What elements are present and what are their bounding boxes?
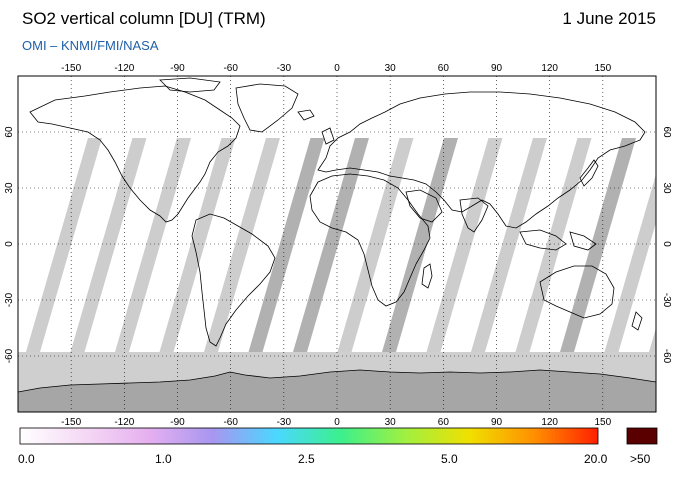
map-title: SO2 vertical column [DU] (TRM) bbox=[22, 9, 266, 28]
colorbar-label-0: 0.0 bbox=[18, 452, 35, 466]
orbit-gap-swath-0 bbox=[26, 138, 102, 352]
latitude-ticks-left: 60 30 0 -30 -60 bbox=[4, 126, 15, 363]
lat-tick-right-0: 60 bbox=[661, 126, 672, 138]
graticule-lines bbox=[18, 76, 656, 412]
lat-tick-left-1: 30 bbox=[4, 182, 15, 194]
colorbar-overflow-label: >50 bbox=[630, 452, 651, 466]
colorbar-label-2: 2.5 bbox=[298, 452, 315, 466]
orbit-gap-swath-14 bbox=[649, 327, 656, 352]
coastlines bbox=[29, 77, 646, 347]
lon-tick-top-3: -60 bbox=[223, 63, 238, 74]
orbit-gap-swath-4 bbox=[204, 138, 280, 352]
lon-tick-bottom-0: -150 bbox=[61, 417, 81, 428]
orbit-gap-swath-5 bbox=[248, 138, 325, 352]
orbit-gap-swath-9 bbox=[426, 138, 503, 352]
data-source-credit: OMI – KNMI/FMI/NASA bbox=[22, 38, 159, 53]
lon-tick-bottom-10: 150 bbox=[594, 417, 611, 428]
lon-tick-top-5: 0 bbox=[334, 63, 340, 74]
lon-tick-top-0: -150 bbox=[61, 63, 81, 74]
map-date: 1 June 2015 bbox=[562, 9, 656, 28]
colorbar-label-3: 5.0 bbox=[441, 452, 458, 466]
lat-tick-right-2: 0 bbox=[661, 241, 672, 247]
lon-tick-bottom-6: 30 bbox=[385, 417, 397, 428]
latitude-ticks-right: 60 30 0 -30 -60 bbox=[661, 126, 672, 363]
lat-tick-right-3: -30 bbox=[661, 293, 672, 308]
lon-tick-top-1: -120 bbox=[114, 63, 134, 74]
lon-tick-bottom-2: -90 bbox=[170, 417, 185, 428]
lon-tick-top-6: 30 bbox=[385, 63, 397, 74]
lon-tick-bottom-8: 90 bbox=[491, 417, 503, 428]
orbit-gap-swaths bbox=[26, 138, 656, 352]
lon-tick-bottom-7: 60 bbox=[438, 417, 450, 428]
lat-tick-left-3: -30 bbox=[4, 292, 15, 307]
map-frame bbox=[17, 75, 657, 413]
lon-tick-top-10: 150 bbox=[594, 63, 611, 74]
lon-tick-bottom-1: -120 bbox=[114, 417, 134, 428]
orbit-gap-swath-12 bbox=[560, 138, 636, 352]
orbit-gap-swath-8 bbox=[382, 138, 458, 352]
orbit-gap-swath-10 bbox=[471, 138, 547, 352]
orbit-gap-swath-7 bbox=[337, 138, 414, 352]
lat-tick-right-1: 30 bbox=[661, 182, 672, 194]
colorbar-label-1: 1.0 bbox=[155, 452, 172, 466]
lon-tick-top-8: 90 bbox=[491, 63, 503, 74]
orbit-gap-swath-11 bbox=[515, 138, 592, 352]
longitude-ticks-top: -150 -120 -90 -60 -30 0 30 60 90 120 150 bbox=[61, 63, 611, 74]
orbit-gap-swath-3 bbox=[159, 138, 236, 352]
lat-tick-right-4: -60 bbox=[661, 349, 672, 364]
longitude-ticks-bottom: -150 -120 -90 -60 -30 0 30 60 90 120 150 bbox=[61, 417, 611, 428]
lon-tick-bottom-9: 120 bbox=[541, 417, 558, 428]
colorbar-label-4: 20.0 bbox=[584, 452, 608, 466]
lon-tick-bottom-4: -30 bbox=[277, 417, 292, 428]
lat-tick-left-2: 0 bbox=[4, 241, 15, 247]
lon-tick-top-9: 120 bbox=[541, 63, 558, 74]
orbit-gap-swath-2 bbox=[115, 138, 191, 352]
lat-tick-left-4: -60 bbox=[4, 348, 15, 363]
lon-tick-bottom-5: 0 bbox=[334, 417, 340, 428]
lon-tick-top-7: 60 bbox=[438, 63, 450, 74]
lon-tick-top-2: -90 bbox=[170, 63, 185, 74]
lon-tick-bottom-3: -60 bbox=[223, 417, 238, 428]
orbit-gap-swath-1 bbox=[70, 138, 147, 352]
lon-tick-top-4: -30 bbox=[277, 63, 292, 74]
orbit-gap-swath-6 bbox=[293, 138, 369, 352]
lat-tick-left-0: 60 bbox=[4, 126, 15, 138]
colorbar bbox=[19, 427, 599, 445]
colorbar-overflow-swatch bbox=[626, 427, 658, 445]
orbit-gap-swath-13 bbox=[604, 174, 656, 352]
